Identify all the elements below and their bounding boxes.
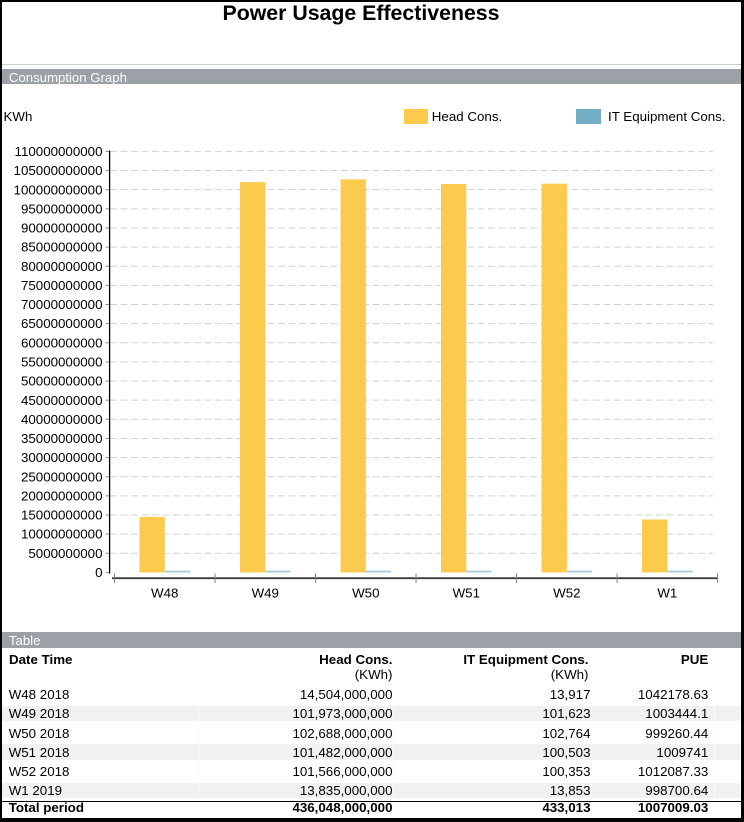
svg-text:100000000000: 100000000000 <box>14 182 103 197</box>
svg-text:65000000000: 65000000000 <box>21 316 103 331</box>
svg-text:0: 0 <box>95 565 102 580</box>
svg-text:5000000000: 5000000000 <box>28 546 102 561</box>
svg-text:110000000000: 110000000000 <box>15 144 103 159</box>
svg-text:W52: W52 <box>553 585 580 600</box>
svg-text:55000000000: 55000000000 <box>21 355 103 370</box>
svg-text:75000000000: 75000000000 <box>21 278 103 293</box>
svg-text:W1: W1 <box>657 585 677 600</box>
svg-text:20000000000: 20000000000 <box>21 488 103 503</box>
svg-text:10000000000: 10000000000 <box>21 527 103 542</box>
svg-text:90000000000: 90000000000 <box>21 221 103 236</box>
svg-text:60000000000: 60000000000 <box>21 335 103 350</box>
svg-text:80000000000: 80000000000 <box>21 259 103 274</box>
svg-text:15000000000: 15000000000 <box>21 508 103 523</box>
svg-text:35000000000: 35000000000 <box>21 431 103 446</box>
svg-text:105000000000: 105000000000 <box>14 163 103 178</box>
svg-text:W49: W49 <box>252 585 279 600</box>
svg-text:30000000000: 30000000000 <box>21 450 103 465</box>
svg-text:70000000000: 70000000000 <box>21 297 103 312</box>
svg-text:W50: W50 <box>352 585 379 600</box>
svg-text:W51: W51 <box>453 585 480 600</box>
svg-text:85000000000: 85000000000 <box>21 240 103 255</box>
svg-text:25000000000: 25000000000 <box>21 469 103 484</box>
svg-text:W48: W48 <box>151 585 178 600</box>
svg-text:95000000000: 95000000000 <box>21 201 103 216</box>
svg-text:45000000000: 45000000000 <box>21 393 103 408</box>
svg-text:50000000000: 50000000000 <box>21 374 103 389</box>
svg-text:40000000000: 40000000000 <box>21 412 103 427</box>
